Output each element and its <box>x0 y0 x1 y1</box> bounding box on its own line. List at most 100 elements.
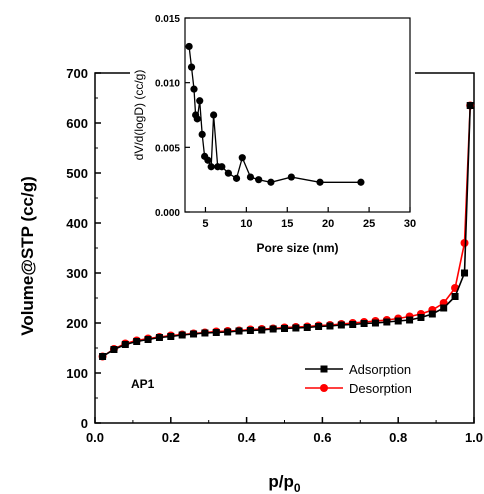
inset-data-point <box>185 42 193 51</box>
inset-data-point <box>207 163 215 171</box>
legend-label-adsorption: Adsorption <box>349 362 411 377</box>
data-point-adsorption <box>155 334 163 341</box>
data-point-adsorption <box>133 338 141 345</box>
inset-data-point <box>196 97 204 105</box>
x-tick-label: 0.2 <box>162 430 180 445</box>
y-tick-label: 300 <box>66 266 88 281</box>
data-point-adsorption <box>121 341 129 348</box>
data-point-adsorption <box>110 346 118 353</box>
data-point-adsorption <box>190 330 198 338</box>
y-tick-label: 0 <box>81 416 88 431</box>
legend-label-desorption: Desorption <box>349 381 412 396</box>
y-tick-label: 700 <box>66 66 88 81</box>
main-series <box>98 101 475 361</box>
data-point-adsorption <box>394 317 402 325</box>
inset-y-tick-label: 0.005 <box>155 143 180 154</box>
data-point-adsorption <box>224 328 232 336</box>
main-axis-ticks: 0.0 0.2 0.4 0.6 0.8 1.0 0 100 200 300 400 500 600 700 <box>66 66 483 445</box>
x-tick-label: 0.4 <box>238 430 257 445</box>
inset-x-axis-title: Pore size (nm) <box>256 241 338 255</box>
inset-series <box>185 42 365 186</box>
data-point-adsorption <box>371 319 379 327</box>
data-point-adsorption <box>451 293 459 300</box>
legend-marker-adsorption <box>320 365 328 373</box>
inset-plot-frame <box>184 17 411 213</box>
data-point-desorption <box>460 239 469 247</box>
legend-entry-adsorption: Adsorption <box>305 362 411 377</box>
inset-data-point <box>190 85 198 93</box>
inset-y-tick-label: 0.010 <box>155 79 180 90</box>
inset-data-point <box>357 178 365 186</box>
data-point-adsorption <box>144 336 152 343</box>
data-point-adsorption <box>337 321 345 329</box>
inset-data-point <box>232 174 241 182</box>
data-point-adsorption <box>178 331 186 339</box>
x-axis-title: p/p0 <box>268 472 301 494</box>
inset-data-point <box>218 163 226 171</box>
data-point-adsorption <box>269 325 277 333</box>
inset-y-tick-label: 0.000 <box>155 208 180 219</box>
inset-data-point <box>198 130 206 138</box>
inset-y-tick-label: 0.015 <box>155 14 180 25</box>
inset-data-point <box>316 178 324 186</box>
inset-background <box>130 8 415 263</box>
inset-data-point <box>224 169 232 177</box>
x-axis-title-main: p/p <box>268 472 294 491</box>
legend-entry-desorption: Desorption <box>305 381 412 396</box>
inset-x-tick-label: 20 <box>322 218 334 230</box>
inset-x-tick-label: 30 <box>404 218 416 230</box>
inset-data-point <box>204 156 212 164</box>
data-point-adsorption <box>417 314 425 321</box>
x-tick-label: 0.8 <box>389 430 407 445</box>
y-tick-label: 500 <box>66 166 88 181</box>
data-point-adsorption <box>99 353 107 360</box>
legend-marker-desorption <box>320 384 328 392</box>
data-point-adsorption <box>466 102 474 109</box>
inset-x-tick-label: 10 <box>240 218 252 230</box>
legend: Adsorption Desorption <box>305 362 412 396</box>
y-tick-label: 100 <box>66 366 88 381</box>
inset-x-tick-label: 25 <box>363 218 375 230</box>
data-point-adsorption <box>212 329 220 336</box>
data-point-adsorption <box>258 326 266 334</box>
x-tick-label: 0.0 <box>86 430 104 445</box>
series-line-adsorption <box>102 105 471 358</box>
data-point-adsorption <box>440 304 448 312</box>
data-point-adsorption <box>246 327 254 334</box>
inset-x-tick-label: 15 <box>281 218 293 230</box>
data-point-adsorption <box>303 324 311 331</box>
inset-data-point <box>246 173 255 181</box>
data-point-adsorption <box>292 324 300 332</box>
data-point-adsorption <box>349 321 357 328</box>
x-tick-label: 0.6 <box>313 430 331 445</box>
inset-data-point <box>267 178 275 186</box>
sample-annotation: AP1 <box>131 377 155 391</box>
y-axis-title: Volume@STP (cc/g) <box>18 176 37 336</box>
inset-data-point <box>193 115 201 123</box>
data-point-adsorption <box>326 322 334 330</box>
inset-data-point <box>287 173 295 181</box>
data-point-adsorption <box>461 269 469 277</box>
data-point-adsorption <box>201 329 209 337</box>
inset-chart: 5 10 15 20 25 30 0.000 0.005 0.010 0.015 Pore siz… <box>130 8 416 263</box>
x-tick-label: 1.0 <box>465 430 483 445</box>
x-axis-title-subscript: 0 <box>294 481 301 494</box>
inset-y-axis-title: dV/d(logD) (cc/g) <box>132 70 146 161</box>
data-point-adsorption <box>281 325 288 332</box>
inset-data-point <box>187 63 196 71</box>
data-point-adsorption <box>167 333 175 340</box>
data-point-adsorption <box>406 316 414 324</box>
y-tick-label: 400 <box>66 216 88 231</box>
data-point-adsorption <box>360 320 368 327</box>
data-point-adsorption <box>315 323 323 330</box>
inset-axis-ticks: 5 10 15 20 25 30 0.000 0.005 0.010 0.015 <box>155 14 416 230</box>
inset-data-point <box>255 176 263 184</box>
data-point-adsorption <box>383 318 391 326</box>
inset-x-tick-label: 5 <box>202 218 208 230</box>
data-point-adsorption <box>235 327 243 335</box>
inset-data-point <box>210 111 218 119</box>
data-point-adsorption <box>428 310 436 318</box>
inset-data-point <box>238 154 246 162</box>
y-tick-label: 200 <box>66 316 88 331</box>
